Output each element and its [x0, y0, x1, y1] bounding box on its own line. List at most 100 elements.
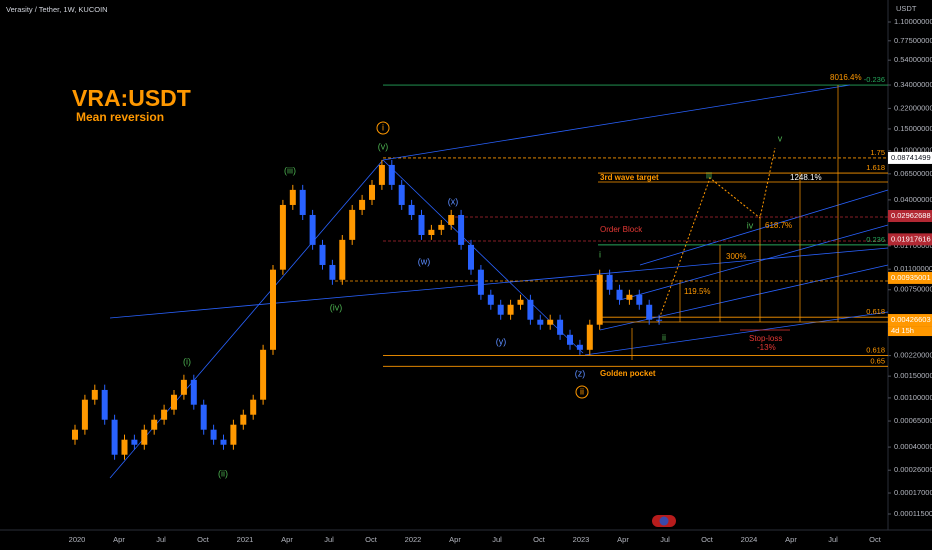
x-tick-label: Oct: [701, 535, 714, 544]
candle-body: [299, 189, 306, 215]
y-tick-label: 0.00011500: [894, 509, 932, 518]
chart-title: VRA:USDT: [72, 85, 191, 111]
candle-body: [497, 304, 504, 315]
candle-body: [329, 264, 336, 280]
candle-body: [408, 204, 415, 215]
candle-body: [190, 379, 197, 405]
candle-body: [72, 429, 78, 440]
trendline: [109, 247, 889, 319]
y-tick-label: 0.15000000: [894, 124, 932, 133]
fib-label: 0.236: [866, 235, 885, 244]
wave-circle: [376, 121, 390, 135]
price-label-box: [888, 151, 932, 164]
candle-body: [101, 389, 108, 420]
annotation: Stop-loss: [749, 334, 782, 343]
candle-body: [151, 419, 158, 430]
annotation: 300%: [726, 252, 746, 261]
candle-body: [616, 289, 623, 300]
y-tick-label: 0.00750000: [894, 285, 932, 294]
y-tick-label: 0.54000000: [894, 55, 932, 64]
wave-label: ii: [580, 386, 584, 396]
candle-body: [111, 419, 118, 455]
candle-body: [388, 164, 395, 185]
channel-line: [639, 189, 889, 266]
candle-body: [517, 299, 524, 305]
wave-label: i: [382, 122, 384, 132]
candle-body: [448, 214, 455, 225]
candle-body: [161, 409, 168, 420]
wave-label: (w): [418, 256, 431, 266]
x-tick-label: Apr: [785, 535, 797, 544]
candle-body: [200, 404, 207, 430]
annotation: -13%: [757, 343, 776, 352]
annotation: 1248.1%: [790, 173, 822, 182]
candle-body: [468, 244, 474, 270]
price-label-box: [888, 210, 932, 223]
wave-label: (v): [378, 141, 389, 151]
candle-body: [141, 429, 148, 445]
wave-label: iii: [706, 170, 712, 180]
y-tick-label: 0.00026000: [894, 465, 932, 474]
wave-label: i: [599, 249, 601, 259]
candle-body: [210, 429, 217, 440]
candle-body: [537, 319, 544, 325]
candle-body: [91, 389, 98, 400]
countdown-box: [888, 326, 932, 337]
y-tick-label: 0.00040000: [894, 442, 932, 451]
candle-body: [438, 224, 445, 230]
candle-body: [230, 424, 237, 445]
candle-body: [398, 184, 405, 205]
fib-label: 1.618: [866, 163, 885, 172]
trendline: [382, 84, 851, 161]
wave-label: (y): [496, 336, 507, 346]
fib-label: -0.236: [864, 75, 885, 84]
price-label: 0.00426603: [891, 315, 931, 324]
candle-body: [220, 439, 227, 445]
y-tick-label: 0.00065000: [894, 416, 932, 425]
price-label: 0.00935001: [891, 273, 931, 282]
y-tick-label: 1.10000000: [894, 17, 932, 26]
candle-body: [487, 294, 494, 305]
candle-body: [319, 244, 326, 265]
x-tick-label: 2021: [237, 535, 254, 544]
x-tick-label: Jul: [156, 535, 166, 544]
y-tick-label: 0.00100000: [894, 393, 932, 402]
candle-body: [270, 269, 276, 350]
y-tick-label: 0.34000000: [894, 80, 932, 89]
price-label: 0.08741499: [891, 153, 931, 162]
annotation: Order Block: [600, 225, 643, 234]
y-tick-label: 0.01100000: [894, 264, 932, 273]
fib-label: 1.75: [870, 148, 885, 157]
currency: USDT: [896, 4, 917, 13]
candle-body: [349, 209, 356, 240]
x-tick-label: Jul: [828, 535, 838, 544]
wave-label: v: [778, 133, 783, 143]
candle-body: [260, 349, 267, 400]
annotation: 618.7%: [765, 221, 792, 230]
annotation: 8016.4%: [830, 73, 862, 82]
wave-label: (x): [448, 196, 459, 206]
fib-label: 0.618: [866, 307, 885, 316]
wave-label: ii: [662, 332, 666, 342]
candle-body: [279, 204, 286, 270]
candle-body: [250, 399, 257, 415]
x-tick-label: Apr: [113, 535, 125, 544]
x-tick-label: 2020: [69, 535, 86, 544]
y-tick-label: 0.06500000: [894, 169, 932, 178]
candle-body: [507, 304, 514, 315]
y-tick-label: 0.00220000: [894, 351, 932, 360]
wave-label: (iii): [284, 165, 296, 175]
candle-body: [81, 399, 88, 430]
symbol-header: Verasity / Tether, 1W, KUCOIN: [6, 5, 108, 14]
flag-icon[interactable]: [652, 515, 676, 527]
candle-body: [458, 214, 465, 245]
chart-subtitle: Mean reversion: [76, 110, 164, 124]
x-tick-label: Jul: [660, 535, 670, 544]
candles: [72, 159, 663, 460]
candle-body: [586, 324, 593, 350]
candle-body: [369, 184, 375, 200]
y-tick-label: 0.22000000: [894, 103, 932, 112]
candle-body: [131, 439, 138, 445]
candle-body: [240, 414, 247, 425]
annotation: Golden pocket: [600, 369, 656, 378]
